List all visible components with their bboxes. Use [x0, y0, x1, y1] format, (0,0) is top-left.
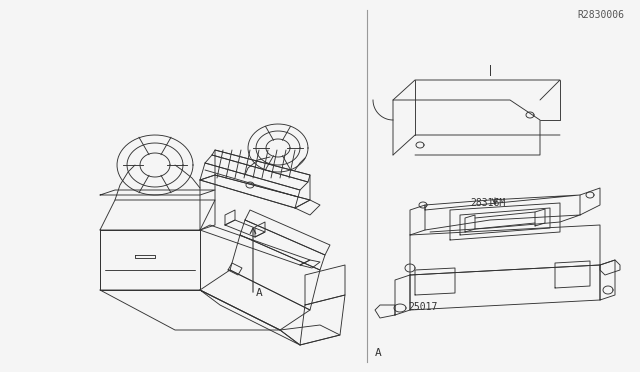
Text: 25017: 25017 [408, 302, 438, 312]
Text: R2830006: R2830006 [577, 10, 624, 20]
Text: A: A [374, 348, 381, 358]
Text: 28316M: 28316M [470, 198, 506, 208]
Text: A: A [256, 288, 263, 298]
